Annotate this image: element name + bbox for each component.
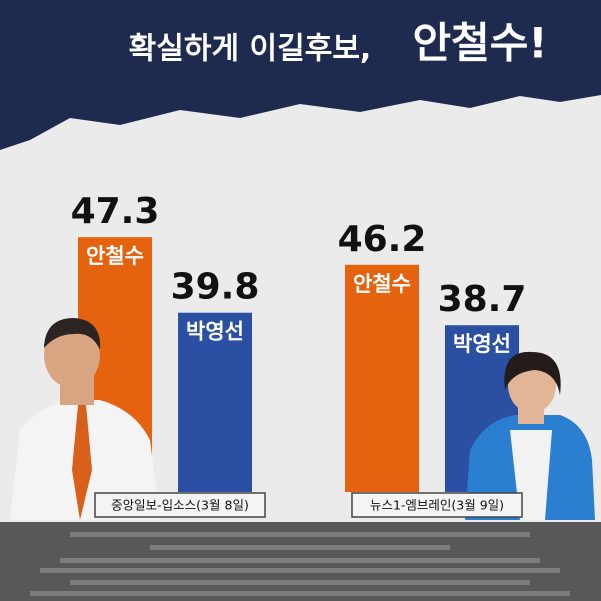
- value-label: 46.2: [338, 219, 427, 260]
- caption: 뉴스1-엠브레인(3월 9일): [370, 498, 504, 513]
- person-left: [10, 318, 160, 520]
- caption-box: [351, 492, 523, 518]
- bar: [178, 312, 252, 492]
- bar-name: 박영선: [453, 332, 511, 356]
- title-highlight: 안철수!: [412, 19, 547, 68]
- fine-print: [30, 532, 570, 596]
- caption: 중앙일보-입소스(3월 8일): [111, 498, 249, 513]
- person-right: [465, 351, 595, 520]
- value-label: 39.8: [171, 267, 260, 308]
- bar-name: 안철수: [86, 244, 144, 268]
- bar: [345, 264, 419, 492]
- value-label: 38.7: [438, 279, 527, 320]
- bar-name: 박영선: [186, 320, 244, 344]
- captions: 중앙일보-입소스(3월 8일) 뉴스1-엠브레인(3월 9일): [94, 492, 523, 518]
- value-label: 47.3: [71, 191, 160, 232]
- bar-name: 안철수: [353, 272, 411, 296]
- title: 확실하게 이길후보,: [129, 32, 372, 67]
- caption-box: [94, 492, 266, 518]
- header-band: [0, 0, 601, 150]
